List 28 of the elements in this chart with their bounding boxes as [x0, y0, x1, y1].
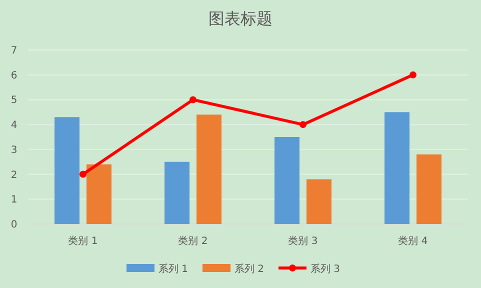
y-tick-label: 0 — [10, 220, 18, 230]
x-tick-label: 类别 2 — [178, 235, 208, 247]
point — [410, 71, 416, 78]
y-tick-label: 3 — [10, 144, 18, 156]
legend-label: 系列 2 — [234, 263, 264, 275]
y-tick-label: 6 — [10, 70, 18, 82]
chart-title: 图表标题 — [208, 9, 272, 28]
bar — [384, 112, 410, 224]
bar — [274, 137, 300, 224]
point — [300, 121, 306, 128]
legend-label: 系列 3 — [310, 263, 340, 275]
y-tick-label: 4 — [10, 120, 18, 132]
bar — [164, 162, 190, 224]
y-tick-label: 2 — [10, 170, 18, 181]
y-tick-label: 1 — [10, 194, 18, 206]
bar — [196, 114, 222, 224]
bar — [416, 154, 442, 224]
x-tick-label: 类别 3 — [288, 235, 318, 247]
point — [190, 96, 196, 104]
point — [80, 170, 86, 178]
bar — [86, 164, 112, 224]
bar — [306, 179, 332, 224]
y-tick-label: 7 — [10, 46, 18, 56]
y-tick-label: 5 — [10, 95, 18, 106]
x-tick-label: 类别 4 — [398, 235, 428, 247]
legend-label: 系列 1 — [158, 263, 188, 275]
bar — [54, 117, 80, 224]
x-tick-label: 类别 1 — [68, 235, 98, 247]
